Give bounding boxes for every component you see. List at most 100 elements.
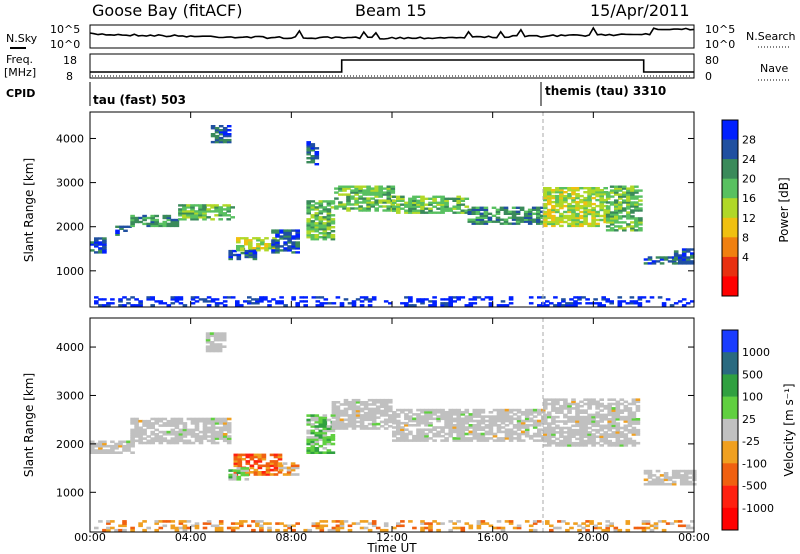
heatmap-cell [587,422,592,425]
heatmap-cell [322,224,328,227]
heatmap-cell [295,235,300,238]
heatmap-cell [236,247,241,250]
heatmap-cell [94,296,99,299]
heatmap-cell [217,343,223,346]
heatmap-cell [685,248,691,251]
heatmap-cell [370,191,375,194]
heatmap-cell [400,524,405,528]
heatmap-cell [599,424,604,428]
heatmap-cell [310,145,316,148]
heatmap-cell [448,298,453,301]
colorbar-swatch [722,139,738,160]
heatmap-cell [444,197,449,200]
heatmap-cell [504,520,510,523]
heatmap-cell [251,520,256,523]
heatmap-cell [166,224,172,228]
heatmap-cell [507,212,513,215]
heatmap-cell [456,421,461,425]
heatmap-cell [166,304,172,307]
heatmap-cell [631,415,637,419]
heatmap-cell [371,414,377,417]
heatmap-cell [331,414,337,417]
heatmap-cell [130,419,135,423]
heatmap-cell [555,411,560,414]
heatmap-cell [106,526,111,530]
heatmap-cell [583,208,588,212]
heatmap-cell [631,426,637,430]
heatmap-cell [362,199,367,202]
heatmap-cell [583,428,588,432]
heatmap-cell [90,449,95,452]
heatmap-cell [122,444,127,448]
heatmap-cell [326,222,332,225]
heatmap-cell [273,460,279,463]
heatmap-cell [559,196,564,200]
heatmap-cell [190,419,196,423]
heatmap-cell [221,334,227,338]
heatmap-cell [351,398,357,402]
heatmap-cell [555,409,560,412]
heatmap-cell [479,208,485,211]
velocity-cells [90,318,697,532]
heatmap-cell [543,433,548,436]
heatmap-cell [322,238,328,241]
heatmap-cell [508,520,514,523]
heatmap-cell [166,439,172,443]
heatmap-cell [408,419,413,423]
heatmap-cell [541,304,546,307]
heatmap-cell [629,296,635,299]
heatmap-cell [428,524,433,528]
heatmap-cell [614,205,619,208]
heatmap-cell [587,193,592,196]
heatmap-cell [614,229,619,232]
heatmap-cell [275,249,280,252]
heatmap-cell [609,522,614,525]
heatmap-cell [500,408,506,412]
heatmap-cell [631,444,637,447]
heatmap-cell [579,194,584,198]
heatmap-cell [114,451,119,454]
heatmap-cell [236,469,242,472]
heatmap-cell [551,194,556,198]
heatmap-cell [178,210,183,213]
heatmap-cell [367,528,373,532]
heatmap-cell [170,218,176,222]
heatmap-cell [532,408,538,412]
heatmap-cell [555,441,560,445]
heatmap-cell [248,243,253,246]
heatmap-cell [351,304,357,307]
heatmap-cell [516,417,522,421]
heatmap-cell [210,430,216,434]
heatmap-cell [257,464,263,468]
heatmap-cell [537,430,542,434]
heatmap-cell [614,193,619,196]
heatmap-cell [347,528,353,532]
heatmap-cell [359,425,365,428]
heatmap-cell [126,444,131,448]
heatmap-cell [206,430,212,434]
heatmap-cell [583,220,588,224]
heatmap-cell [571,187,576,190]
heatmap-cell [363,405,369,408]
heatmap-cell [571,191,576,194]
heatmap-cell [655,478,661,482]
heatmap-cell [335,520,341,523]
heatmap-cell [623,441,629,445]
heatmap-cell [452,426,457,429]
heatmap-cell [210,140,216,144]
heatmap-cell [412,434,417,438]
heatmap-cell [226,129,232,132]
heatmap-cell [122,449,127,452]
heatmap-cell [194,424,200,427]
heatmap-cell [310,226,316,229]
heatmap-cell [326,208,332,211]
heatmap-cell [374,199,379,202]
heatmap-cell [374,209,379,212]
colorbar-tick-label: 1000 [742,346,770,359]
heatmap-cell [134,419,139,423]
heatmap-cell [424,211,429,214]
heatmap-cell [230,216,235,219]
heatmap-cell [343,422,349,426]
heatmap-cell [134,304,139,307]
